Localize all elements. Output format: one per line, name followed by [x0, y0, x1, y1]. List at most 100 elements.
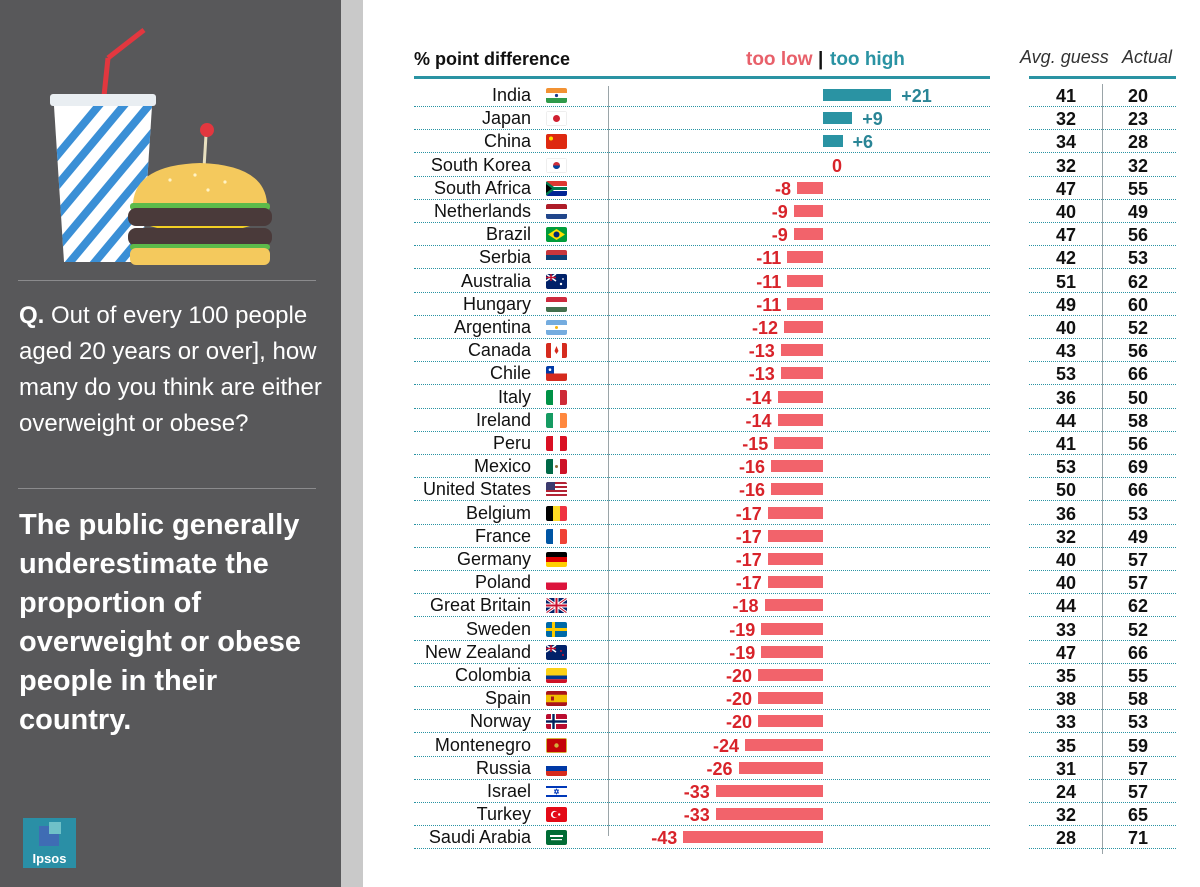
value-label-south-korea: 0: [832, 155, 843, 176]
bar-india: [823, 89, 892, 101]
row-separator: [414, 430, 990, 432]
avg-guess-norway: 33: [1055, 712, 1077, 733]
flag-chile-icon: [546, 366, 567, 382]
avg-guess-italy: 36: [1055, 387, 1077, 408]
side-strip: [341, 0, 363, 887]
country-label-canada: Canada: [467, 340, 531, 361]
row-separator: [414, 546, 990, 548]
flag-south-korea-icon: [546, 157, 567, 173]
country-label-israel: Israel: [486, 781, 531, 801]
row-separator-values: [1029, 477, 1176, 479]
avg-guess-netherlands: 40: [1055, 202, 1077, 222]
actual-china: 28: [1127, 132, 1149, 153]
row-separator: [414, 732, 990, 734]
actual-south-africa: 55: [1127, 178, 1149, 199]
country-label-germany: Germany: [456, 549, 531, 569]
bar-ireland: [777, 413, 823, 426]
country-label-mexico: Mexico: [473, 456, 531, 477]
bar-norway: [758, 715, 823, 728]
row-separator: [414, 778, 990, 780]
bar-netherlands: [793, 205, 823, 217]
row-separator: [414, 500, 990, 502]
avg-guess-sweden: 33: [1055, 619, 1077, 640]
bar-colombia: [758, 669, 823, 681]
actual-canada: 56: [1127, 341, 1149, 362]
flag-poland-icon: [546, 575, 567, 591]
flag-netherlands-icon: [546, 204, 567, 219]
values-divider: [1102, 84, 1103, 854]
actual-netherlands: 49: [1127, 202, 1149, 222]
actual-new-zealand: 66: [1127, 642, 1149, 663]
avg-guess-turkey: 32: [1055, 805, 1077, 826]
bar-peru: [774, 437, 823, 449]
country-label-ireland: Ireland: [475, 409, 531, 430]
row-separator: [414, 268, 990, 270]
row-separator-values: [1029, 106, 1176, 107]
value-label-brazil: -9: [771, 225, 788, 246]
actual-ireland: 58: [1127, 410, 1149, 431]
bar-france: [767, 529, 823, 542]
avg-guess-china: 34: [1055, 132, 1077, 153]
country-label-great-britain: Great Britain: [429, 595, 531, 616]
actual-sweden: 52: [1127, 619, 1149, 640]
avg-guess-argentina: 40: [1055, 318, 1077, 338]
row-separator-values: [1029, 639, 1176, 641]
avg-guess-belgium: 36: [1055, 503, 1077, 524]
country-divider: [608, 86, 609, 836]
country-label-china: China: [483, 131, 531, 152]
country-label-sweden: Sweden: [465, 618, 531, 639]
flag-turkey-icon: [546, 807, 567, 823]
row-separator-values: [1029, 709, 1176, 711]
row-separator: [414, 384, 990, 386]
flag-hungary-icon: [546, 296, 567, 312]
legend-too-low: too low: [746, 49, 813, 70]
actual-spain: 58: [1127, 689, 1149, 710]
actual-israel: 57: [1127, 782, 1149, 802]
soda-burger-illustration: [50, 28, 272, 265]
avg-guess-india: 41: [1055, 86, 1077, 106]
row-separator: [414, 477, 990, 479]
row-separator: [414, 686, 990, 687]
flag-great-britain-icon: [546, 598, 567, 614]
row-separator-values: [1029, 825, 1176, 827]
value-label-saudi-arabia: -43: [651, 828, 678, 849]
bar-united-states: [771, 483, 823, 496]
actual-colombia: 55: [1127, 666, 1149, 686]
avg-guess-serbia: 42: [1055, 248, 1077, 269]
avg-guess-hungary: 49: [1055, 294, 1077, 315]
row-separator-values: [1029, 338, 1176, 339]
actual-united-states: 66: [1127, 480, 1149, 501]
actual-poland: 57: [1127, 573, 1149, 594]
row-separator: [414, 848, 990, 850]
value-label-france: -17: [735, 526, 762, 547]
row-separator-values: [1029, 593, 1176, 595]
row-separator-values: [1029, 407, 1176, 409]
country-label-argentina: Argentina: [453, 317, 531, 337]
row-separator: [414, 407, 990, 409]
value-label-ireland: -14: [745, 410, 772, 431]
value-label-mexico: -16: [738, 457, 765, 478]
country-label-italy: Italy: [497, 386, 531, 407]
flag-germany-icon: [546, 552, 567, 567]
value-label-serbia: -11: [756, 248, 782, 269]
row-separator: [414, 314, 990, 316]
actual-france: 49: [1127, 526, 1149, 547]
bar-montenegro: [745, 738, 823, 751]
bar-italy: [777, 390, 823, 403]
flag-canada-icon: [546, 343, 567, 359]
row-separator: [414, 454, 990, 455]
bar-canada: [780, 344, 823, 357]
avg-guess-header: Avg. guess: [1020, 47, 1109, 67]
value-label-peru: -15: [742, 434, 769, 454]
row-separator-values: [1029, 175, 1176, 177]
value-label-japan: +9: [862, 109, 883, 130]
country-label-montenegro: Montenegro: [434, 734, 531, 755]
country-label-spain: Spain: [484, 688, 531, 709]
avg-guess-new-zealand: 47: [1055, 642, 1077, 663]
avg-guess-south-africa: 47: [1055, 178, 1077, 199]
bar-poland: [767, 576, 823, 589]
avg-guess-canada: 43: [1055, 341, 1077, 362]
flag-russia-icon: [546, 760, 567, 776]
value-label-netherlands: -9: [771, 202, 788, 222]
row-separator: [414, 338, 990, 339]
